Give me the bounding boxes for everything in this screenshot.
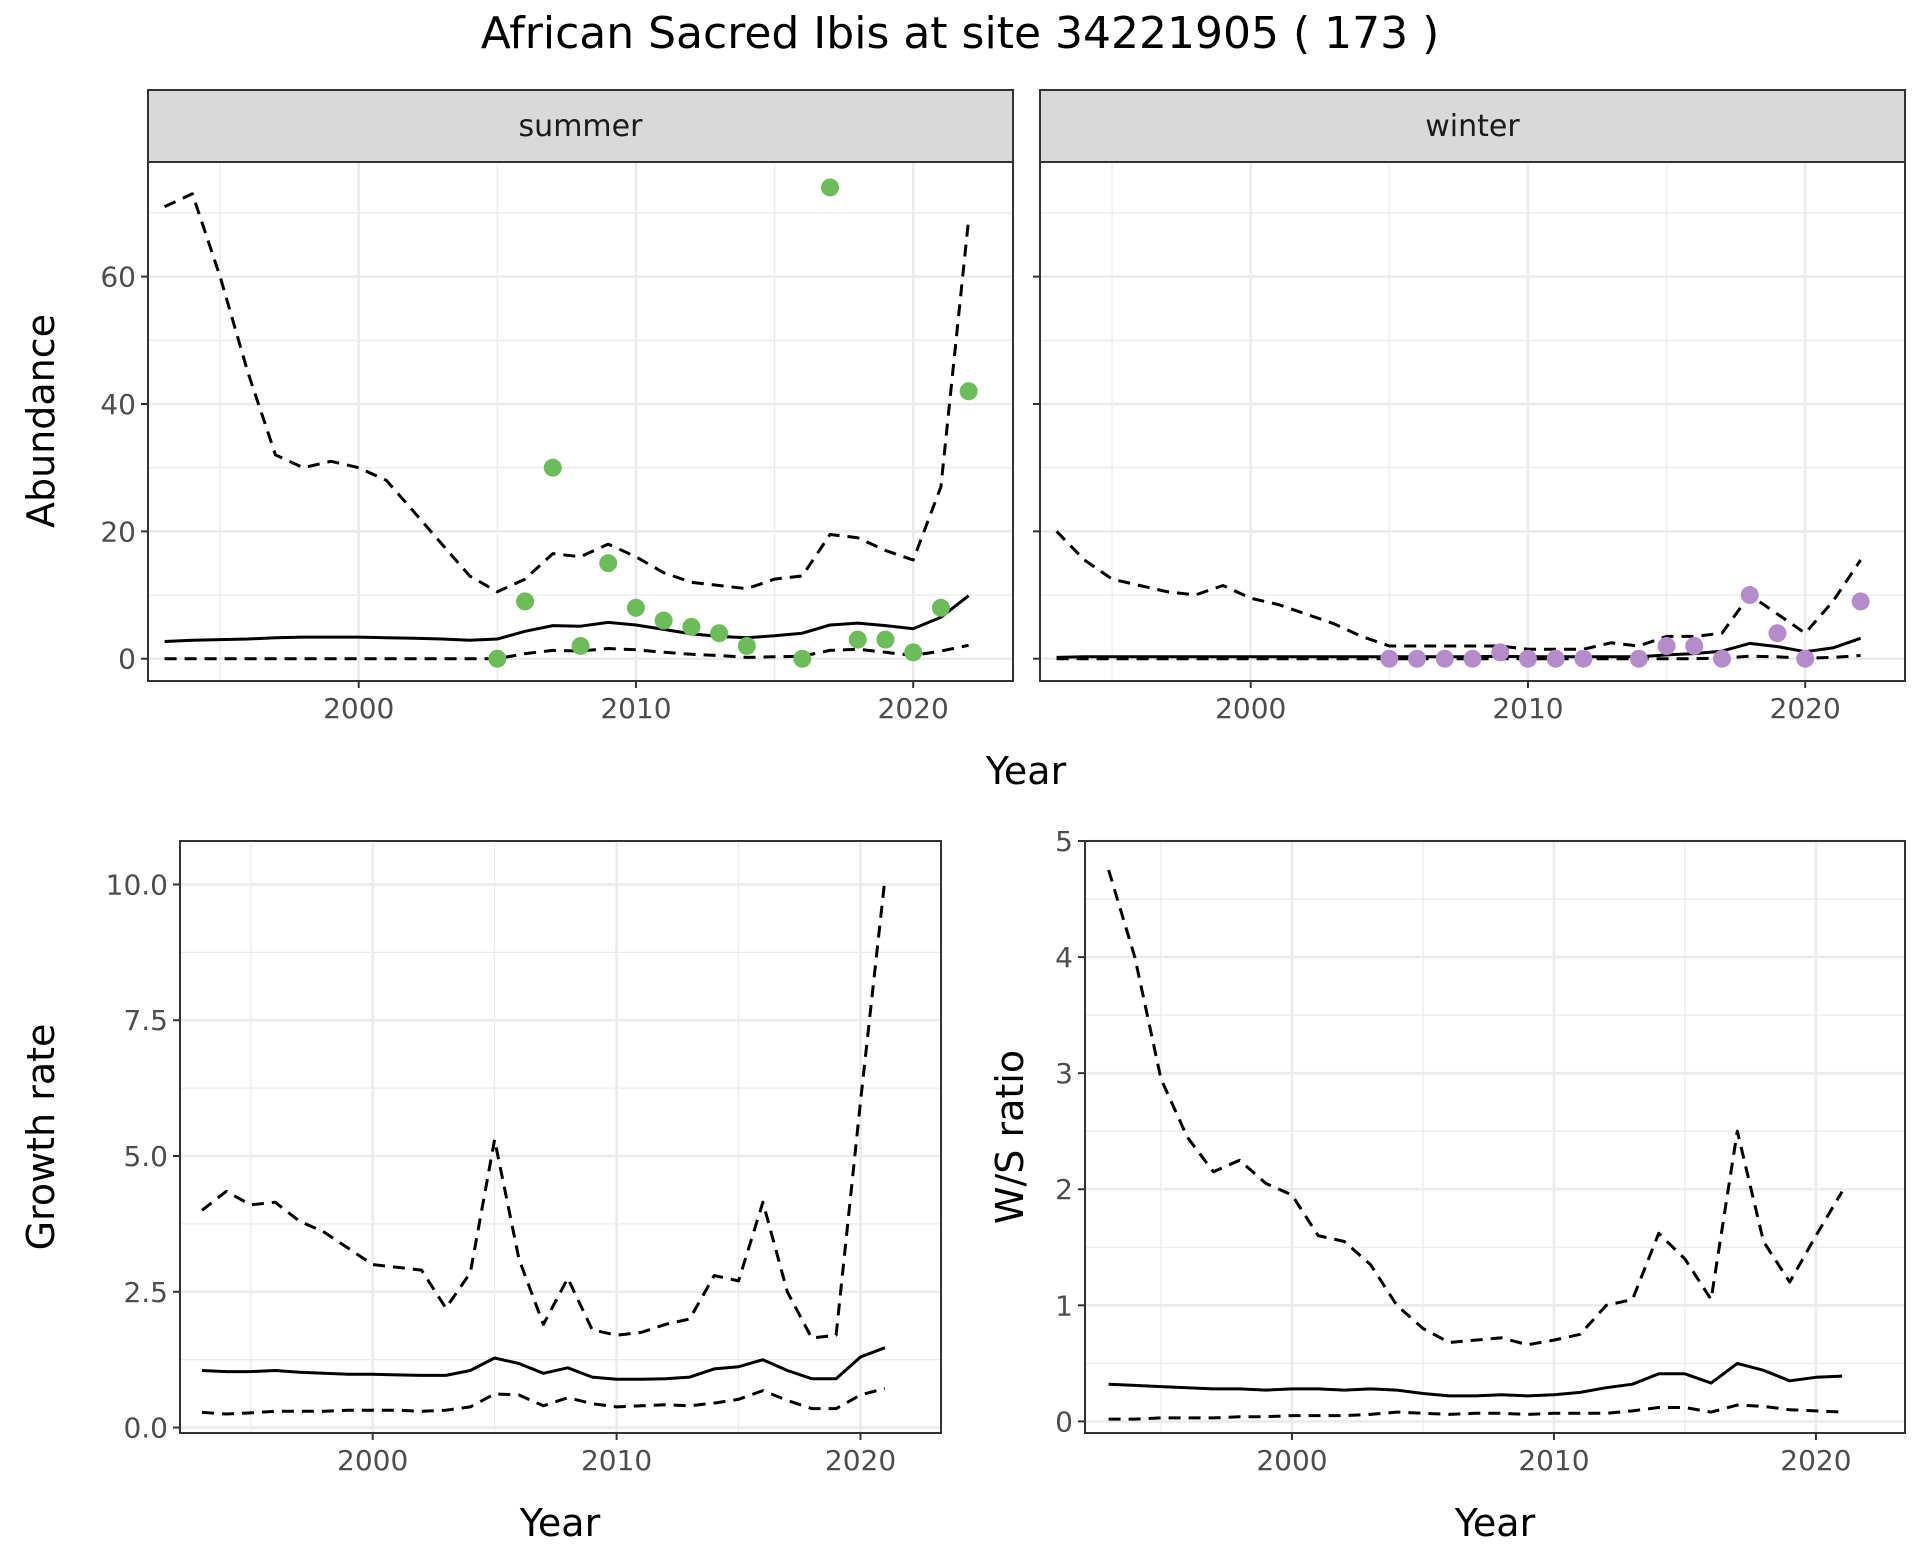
y-tick-label: 40 [100, 388, 136, 421]
data-point [1768, 624, 1787, 643]
x-tick-label: 2010 [1518, 1444, 1589, 1477]
data-point [1657, 636, 1676, 655]
y-tick-label: 2 [1055, 1173, 1073, 1206]
x-tick-label: 2020 [878, 692, 949, 725]
data-point [1491, 643, 1510, 662]
data-point [1518, 649, 1537, 668]
facet-strip-label: summer [519, 109, 644, 144]
interval-line [201, 1387, 886, 1416]
data-point [1685, 636, 1704, 655]
x-tick-label: 2000 [323, 692, 394, 725]
x-axis-title-ws-ratio: Year [1454, 1501, 1536, 1545]
facet-strip-summer: summer [147, 89, 1014, 163]
mean-line [164, 594, 970, 643]
data-point [1408, 649, 1427, 668]
y-tick-label: 5 [1055, 825, 1073, 858]
x-tick-label: 2000 [1215, 692, 1286, 725]
facet-winter: 2000 2010 2020 [1033, 161, 1906, 725]
y-axis-title-abundance: Abundance [19, 314, 63, 528]
x-tick-label: 2010 [600, 692, 671, 725]
data-point [1851, 592, 1870, 611]
x-tick-label: 2010 [1492, 692, 1563, 725]
data-point [543, 458, 562, 477]
y-tick-label: 3 [1055, 1057, 1073, 1090]
data-point [821, 178, 840, 197]
x-axis-title-abundance: Year [985, 749, 1067, 793]
data-point [959, 382, 978, 401]
ws-ratio-panel: 2000 2010 2020 0 1 2 3 4 5 [1055, 825, 1906, 1477]
panel-border [1039, 161, 1906, 682]
y-tick-label: 4 [1055, 941, 1073, 974]
x-tick-label: 2020 [1780, 1444, 1851, 1477]
facet-strip-background [1039, 89, 1906, 163]
data-point [904, 643, 923, 662]
data-point [626, 598, 645, 617]
panel-border [1084, 840, 1906, 1434]
facet-strip-winter: winter [1039, 89, 1906, 163]
mean-line [1056, 636, 1862, 659]
y-tick-label: 60 [100, 261, 136, 294]
interval-line [1108, 1403, 1843, 1421]
y-tick-label: 1 [1055, 1289, 1073, 1322]
data-point [682, 617, 701, 636]
data-point [1796, 649, 1815, 668]
figure-title: African Sacred Ibis at site 34221905 ( 1… [481, 8, 1439, 59]
y-tick-label: 2.5 [123, 1276, 168, 1309]
interval-line [1107, 869, 1844, 1347]
interval-line [201, 878, 887, 1340]
y-tick-label: 0.0 [123, 1412, 168, 1445]
facet-strip-label: winter [1425, 109, 1520, 144]
y-tick-label: 10.0 [106, 868, 168, 901]
mean-line [1108, 1361, 1843, 1398]
data-point [710, 624, 729, 643]
growth-rate-panel: 2000 2010 2020 0.0 2.5 5.0 7.5 10.0 [106, 840, 942, 1477]
data-point [1740, 586, 1759, 605]
interval-line [1055, 530, 1862, 651]
y-axis-title-growth-rate: Growth rate [19, 1024, 63, 1251]
data-point [1629, 649, 1648, 668]
interval-line [164, 643, 969, 661]
y-tick-label: 7.5 [123, 1004, 168, 1037]
panel-border [147, 161, 1014, 682]
y-axis-title-ws-ratio: W/S ratio [988, 1050, 1032, 1224]
data-point [793, 649, 812, 668]
data-point [876, 630, 895, 649]
data-point [1463, 649, 1482, 668]
x-tick-label: 2010 [581, 1444, 652, 1477]
data-point [1435, 649, 1454, 668]
data-point [848, 630, 867, 649]
mean-line [201, 1346, 886, 1381]
facet-strip-background [147, 89, 1014, 163]
data-point [1713, 649, 1732, 668]
data-point [1574, 649, 1593, 668]
facet-summer: 2000 2010 2020 0 20 40 60 [100, 161, 1014, 725]
y-tick-label: 0 [1055, 1405, 1073, 1438]
y-tick-label: 5.0 [123, 1140, 168, 1173]
x-tick-label: 2000 [337, 1444, 408, 1477]
x-axis-title-growth-rate: Year [519, 1501, 601, 1545]
data-point [1380, 649, 1399, 668]
x-tick-label: 2000 [1256, 1444, 1327, 1477]
data-point [1546, 649, 1565, 668]
data-point [737, 636, 756, 655]
data-point [571, 636, 590, 655]
data-point [931, 598, 950, 617]
data-point [516, 592, 535, 611]
x-tick-label: 2020 [1770, 692, 1841, 725]
y-tick-label: 0 [118, 643, 136, 676]
data-point [599, 554, 618, 573]
interval-line [163, 192, 971, 594]
x-tick-label: 2020 [825, 1444, 896, 1477]
panel-border [179, 840, 942, 1434]
y-tick-label: 20 [100, 515, 136, 548]
data-point [488, 649, 507, 668]
data-point [654, 611, 673, 630]
